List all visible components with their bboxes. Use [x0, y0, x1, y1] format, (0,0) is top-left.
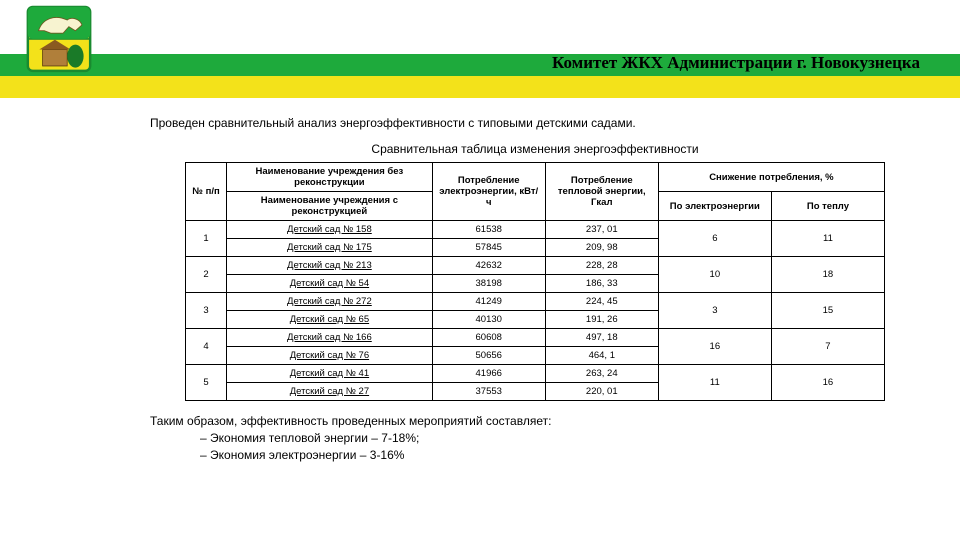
- cell-red-heat: 15: [771, 293, 884, 329]
- cell-elec: 60608: [432, 329, 545, 347]
- cell-name: Детский сад № 54: [227, 275, 433, 293]
- cell-red-heat: 11: [771, 221, 884, 257]
- cell-elec: 41249: [432, 293, 545, 311]
- cell-num: 1: [186, 221, 227, 257]
- efficiency-table: № п/п Наименование учреждения без реконс…: [185, 162, 885, 401]
- header-band-yellow: [0, 76, 960, 98]
- org-title: Комитет ЖКХ Администрации г. Новокузнецк…: [552, 52, 932, 73]
- col-elec: Потребление электроэнергии, кВт/ч: [432, 163, 545, 221]
- cell-red-heat: 18: [771, 257, 884, 293]
- conclusion-line1: Таким образом, эффективность проведенных…: [150, 413, 920, 430]
- table-row: 2Детский сад № 21342632228, 281018: [186, 257, 885, 275]
- cell-heat: 237, 01: [545, 221, 658, 239]
- col-heat: Потребление тепловой энергии, Гкал: [545, 163, 658, 221]
- cell-elec: 50656: [432, 347, 545, 365]
- cell-red-elec: 6: [658, 221, 771, 257]
- city-coat-of-arms-icon: [18, 2, 100, 84]
- col-reduction-elec: По электроэнергии: [658, 192, 771, 221]
- col-name-with-recon: Наименование учреждения с реконструкцией: [227, 192, 433, 221]
- cell-red-heat: 16: [771, 365, 884, 401]
- cell-num: 2: [186, 257, 227, 293]
- cell-heat: 497, 18: [545, 329, 658, 347]
- cell-name: Детский сад № 27: [227, 383, 433, 401]
- cell-red-elec: 3: [658, 293, 771, 329]
- conclusion-line3: – Экономия электроэнергии – 3-16%: [150, 447, 920, 464]
- cell-num: 5: [186, 365, 227, 401]
- cell-elec: 41966: [432, 365, 545, 383]
- cell-num: 4: [186, 329, 227, 365]
- cell-heat: 191, 26: [545, 311, 658, 329]
- cell-heat: 464, 1: [545, 347, 658, 365]
- cell-red-elec: 11: [658, 365, 771, 401]
- table-title: Сравнительная таблица изменения энергоэф…: [150, 142, 920, 156]
- table-row: 4Детский сад № 16660608497, 18167: [186, 329, 885, 347]
- cell-elec: 57845: [432, 239, 545, 257]
- cell-name: Детский сад № 213: [227, 257, 433, 275]
- cell-elec: 61538: [432, 221, 545, 239]
- cell-elec: 38198: [432, 275, 545, 293]
- cell-name: Детский сад № 272: [227, 293, 433, 311]
- col-reduction-heat: По теплу: [771, 192, 884, 221]
- cell-red-elec: 10: [658, 257, 771, 293]
- col-name-no-recon: Наименование учреждения без реконструкци…: [227, 163, 433, 192]
- cell-name: Детский сад № 76: [227, 347, 433, 365]
- header: Комитет ЖКХ Администрации г. Новокузнецк…: [0, 0, 960, 98]
- cell-heat: 224, 45: [545, 293, 658, 311]
- table-row: 5Детский сад № 4141966263, 241116: [186, 365, 885, 383]
- cell-heat: 209, 98: [545, 239, 658, 257]
- cell-elec: 40130: [432, 311, 545, 329]
- cell-num: 3: [186, 293, 227, 329]
- cell-elec: 37553: [432, 383, 545, 401]
- cell-red-heat: 7: [771, 329, 884, 365]
- cell-heat: 263, 24: [545, 365, 658, 383]
- cell-red-elec: 16: [658, 329, 771, 365]
- cell-heat: 186, 33: [545, 275, 658, 293]
- col-reduction: Снижение потребления, %: [658, 163, 884, 192]
- content: Проведен сравнительный анализ энергоэффе…: [0, 98, 960, 463]
- cell-heat: 220, 01: [545, 383, 658, 401]
- intro-text: Проведен сравнительный анализ энергоэффе…: [150, 116, 920, 130]
- cell-name: Детский сад № 175: [227, 239, 433, 257]
- col-num: № п/п: [186, 163, 227, 221]
- cell-name: Детский сад № 41: [227, 365, 433, 383]
- conclusion-line2: – Экономия тепловой энергии – 7-18%;: [150, 430, 920, 447]
- cell-elec: 42632: [432, 257, 545, 275]
- cell-name: Детский сад № 166: [227, 329, 433, 347]
- table-row: 3Детский сад № 27241249224, 45315: [186, 293, 885, 311]
- table-row: 1Детский сад № 15861538237, 01611: [186, 221, 885, 239]
- cell-name: Детский сад № 65: [227, 311, 433, 329]
- cell-heat: 228, 28: [545, 257, 658, 275]
- cell-name: Детский сад № 158: [227, 221, 433, 239]
- conclusion: Таким образом, эффективность проведенных…: [150, 413, 920, 463]
